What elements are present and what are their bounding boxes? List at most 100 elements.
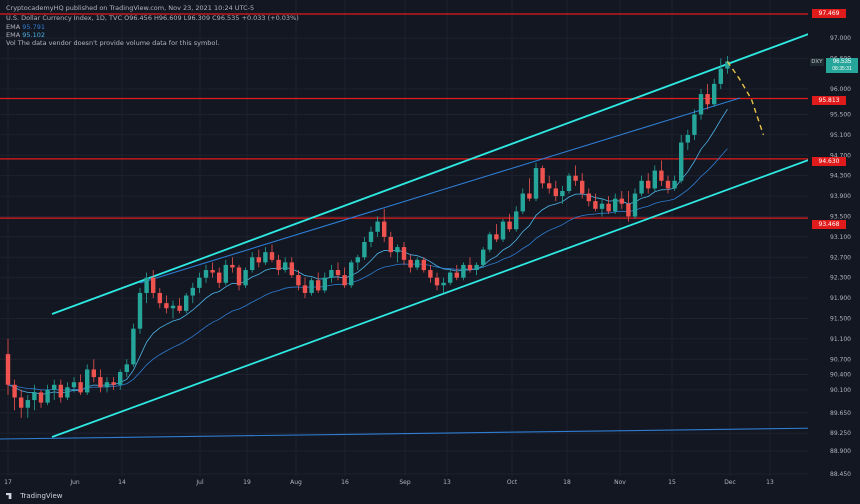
ema2-label: EMA [6,31,21,39]
time-axis[interactable]: 17 Jun 14 Jul 19 Aug 16 Sep 13 Oct 18 Nov 15 Dec 13 [0,476,808,488]
ema-slow-line [7,148,728,391]
candle-body [98,377,103,388]
trend-lines [0,31,827,440]
candle-body [184,295,189,311]
candle-body [718,68,723,84]
candle-body [316,280,321,291]
candle-body [461,264,466,278]
candle-body [322,277,327,291]
ema2-legend[interactable]: EMA 95.102 [6,31,45,39]
volume-note: Vol The data vendor doesn't provide volu… [6,39,220,47]
candle-body [646,180,651,189]
candle-body [428,270,433,278]
candle-body [118,372,123,385]
x-tick-label: 18 [563,479,571,486]
x-tick-label: 15 [668,479,676,486]
candle-body [236,267,242,286]
candle-body [164,303,169,309]
candle-body [586,193,591,202]
y-tick-label: 93.100 [830,234,851,241]
channel-upper-line[interactable] [51,31,815,315]
y-tick-label: 91.900 [830,295,851,302]
candle-body [659,170,664,181]
candle-body [520,193,525,212]
candle-body [223,264,228,283]
candle-body [698,94,704,115]
candle-body [415,259,420,268]
ema-lines [7,108,728,395]
candle-body [665,180,671,189]
tradingview-logo[interactable]: TradingView [6,492,63,500]
candle-body [65,387,70,398]
candle-body [157,292,162,304]
trend-line-mid[interactable] [139,97,741,284]
candle-body [514,211,519,230]
projection-line[interactable] [726,61,765,136]
candle-body [335,270,341,276]
candle-body [619,198,624,204]
candle-body [388,236,393,253]
time-axis-bg [0,476,808,488]
y-tick-label: 92.700 [830,254,851,261]
y-tick-label: 96.000 [830,86,851,93]
candle-body [151,277,156,293]
candle-body [78,382,83,393]
x-tick-label: 16 [341,479,349,486]
candle-body [58,384,63,398]
candle-body [243,270,248,286]
candle-body [566,175,572,191]
candle-body [368,231,374,242]
candle-body [692,114,697,135]
candle-body [408,259,413,268]
x-tick-label: Jul [195,479,204,486]
y-tick-label: 93.900 [830,193,851,200]
candle-body [626,203,631,217]
candle-body [45,389,50,403]
price-axis[interactable]: 97.00096.60096.00095.50095.10094.70094.3… [808,0,860,480]
candle-body [276,259,281,271]
projection-path [726,61,765,136]
candle-body [5,354,11,385]
y-tick-label: 89.250 [830,430,851,437]
y-tick-label: 90.400 [830,372,851,379]
candle-body [355,257,360,263]
candle-body [85,369,90,393]
candle-body [230,264,235,268]
candle-body [91,369,96,378]
candles [5,55,730,418]
candle-body [71,382,77,388]
candle-body [474,264,479,271]
candle-body [401,247,407,260]
x-tick-label: Aug [290,479,302,486]
candle-body [144,277,149,293]
candle-body [613,198,618,212]
candle-body [111,382,116,385]
trend-line-base[interactable] [0,427,827,440]
candle-body [12,384,17,398]
candle-body [705,94,710,105]
candle-body [454,272,459,278]
y-tick-label: 90.700 [830,356,851,363]
price-axis-bg [808,0,860,480]
candle-body [481,249,486,265]
x-tick-label: 13 [766,479,774,486]
candle-body [210,270,215,273]
level-badge-3: 94.630 [812,157,846,166]
candle-body [269,252,275,260]
y-tick-label: 89.650 [830,410,851,417]
y-tick-label: 97.000 [830,35,851,42]
candle-body [309,280,314,293]
x-tick-label: 13 [443,479,451,486]
ema1-legend[interactable]: EMA 95.791 [6,23,45,31]
candle-body [256,257,261,263]
y-tick-label: 90.100 [830,387,851,394]
candle-body [448,272,453,283]
channel-lower-line[interactable] [51,157,815,438]
candle-body [203,270,209,278]
tradingview-logo-icon [6,493,12,499]
candle-body [283,262,288,271]
candle-body [652,170,657,189]
candle-body [599,203,605,209]
